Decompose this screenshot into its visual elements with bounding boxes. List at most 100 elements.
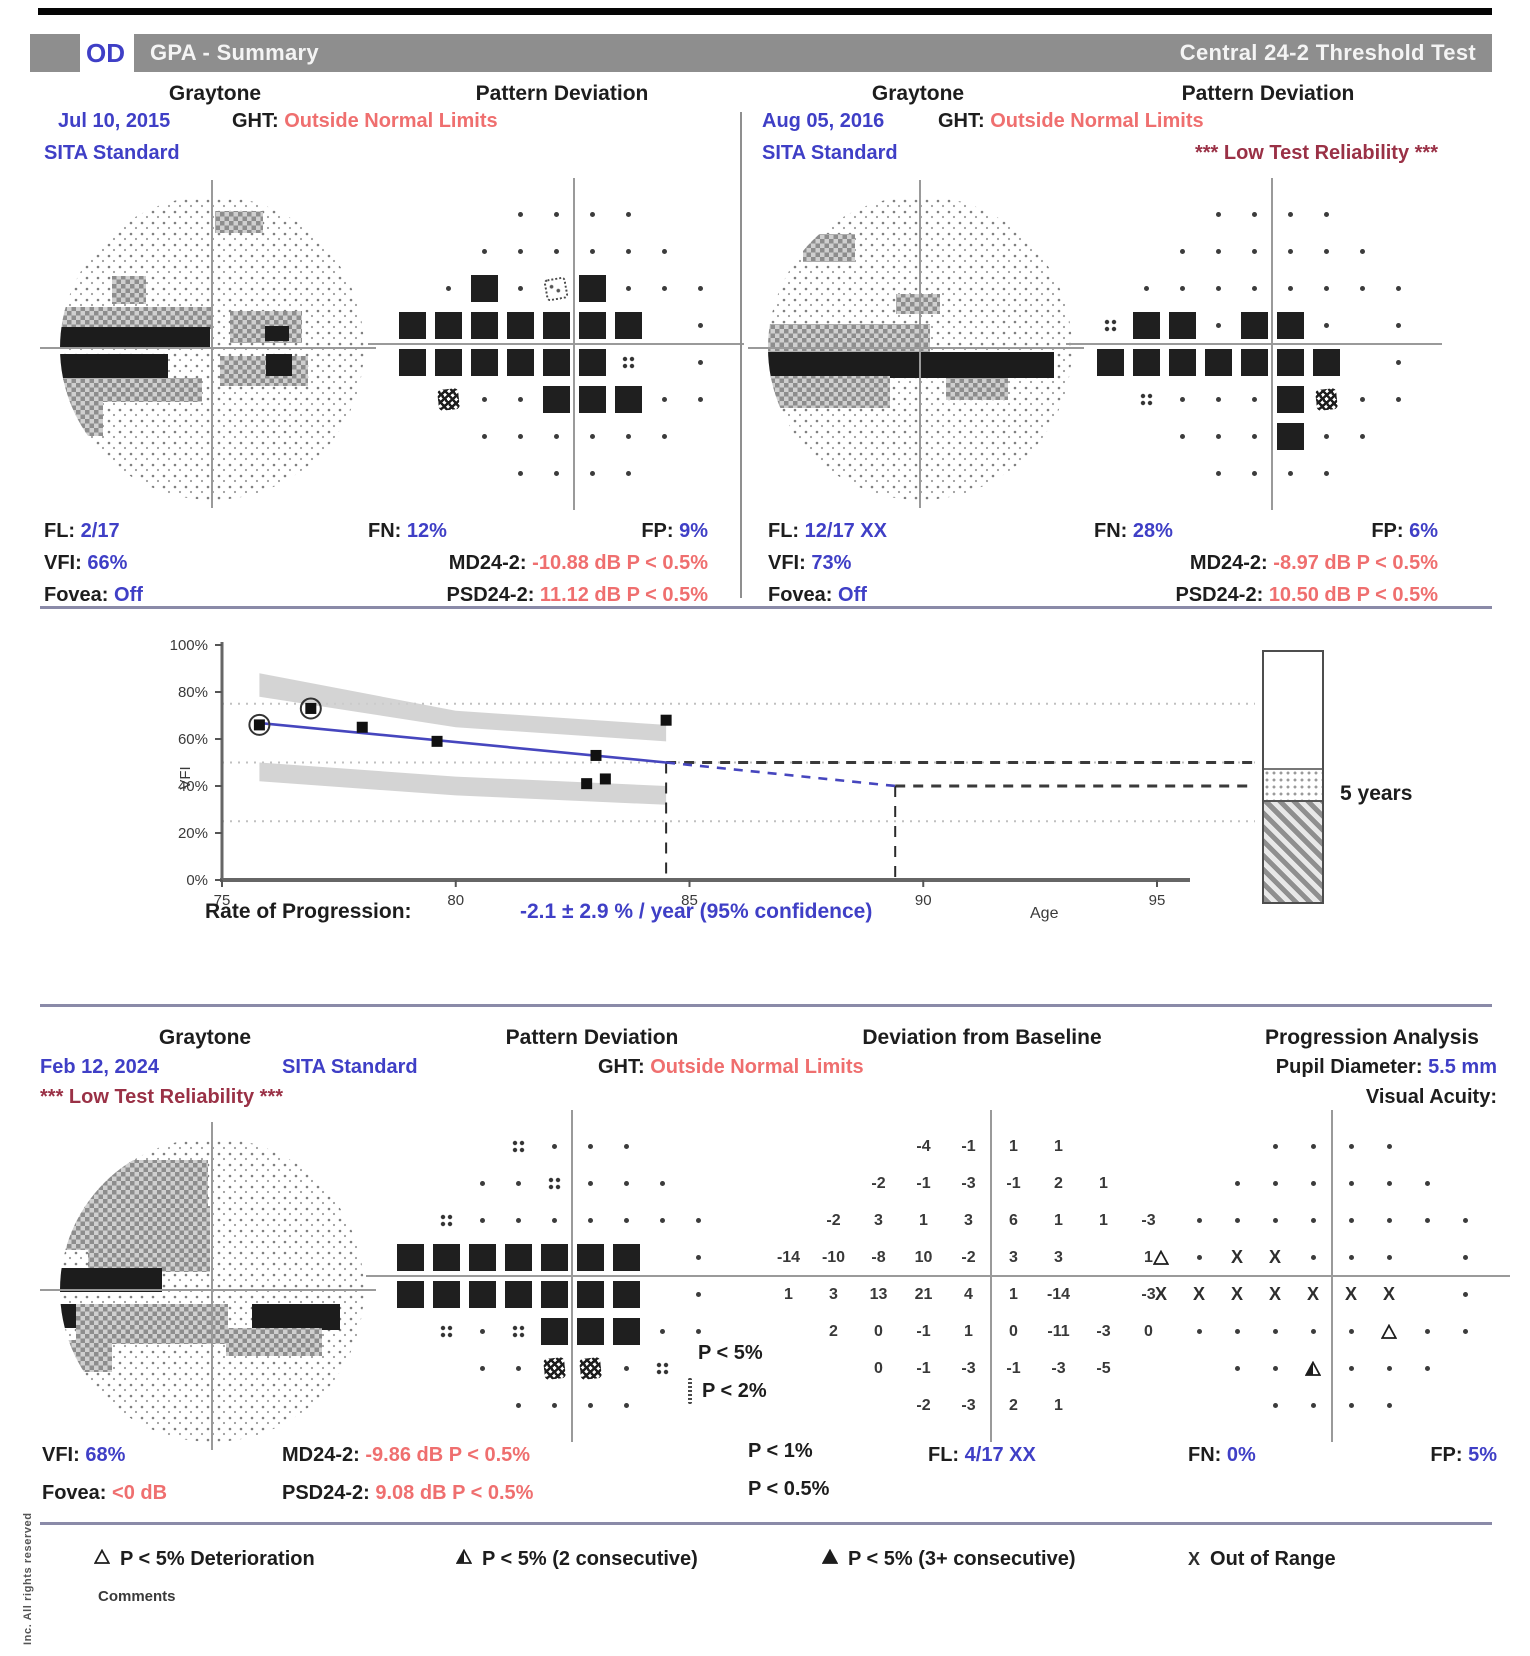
vfi-data-point xyxy=(599,773,611,785)
grid-cell xyxy=(502,307,538,344)
grid-cell xyxy=(1256,1165,1294,1202)
grid-cell xyxy=(464,1313,500,1350)
grid-cell: X xyxy=(1332,1276,1370,1313)
point-dot xyxy=(589,471,595,476)
grid-cell xyxy=(502,233,538,270)
point-dot xyxy=(625,212,631,217)
grid-cell xyxy=(572,1350,608,1387)
grid-cell xyxy=(610,344,646,381)
grid-cell xyxy=(610,381,646,418)
point-dot xyxy=(589,249,595,254)
point-dot xyxy=(517,397,523,402)
point-dot xyxy=(1348,1329,1354,1334)
grid-cell: -2 xyxy=(961,1248,976,1266)
grid-cell xyxy=(1380,344,1416,381)
pattern-deviation-plot-3 xyxy=(366,1110,742,1442)
point-dot xyxy=(697,286,703,291)
grid-cell: -2 xyxy=(871,1174,886,1192)
p-0-5pct-square xyxy=(398,312,426,339)
grid-cell: X xyxy=(1218,1276,1256,1313)
grid-cell: X xyxy=(1142,1276,1180,1313)
grid-cell xyxy=(682,270,718,307)
grid-cell xyxy=(1128,381,1164,418)
grid-cell xyxy=(574,455,610,492)
point-dot xyxy=(587,1181,593,1186)
grid-cell xyxy=(466,381,502,418)
p-0-5pct-square xyxy=(542,312,570,339)
grid-cell xyxy=(1446,1202,1484,1239)
point-dot xyxy=(589,212,595,217)
grid-cell xyxy=(1344,233,1380,270)
grid-cell: -1 xyxy=(1006,1359,1021,1377)
grid-cell: 1 xyxy=(1099,1174,1108,1192)
point-dot xyxy=(551,1403,557,1408)
grid-cell xyxy=(1256,1313,1294,1350)
p-2pct-mark xyxy=(688,1378,692,1404)
point-dot xyxy=(1272,1181,1278,1186)
point-dot xyxy=(1386,1181,1392,1186)
p-0-5pct-square xyxy=(506,312,534,339)
grid-cell xyxy=(1272,344,1308,381)
point-dot xyxy=(697,397,703,402)
point-dot xyxy=(553,434,559,439)
point-dot xyxy=(1424,1218,1430,1223)
grid-cell xyxy=(428,1313,464,1350)
vfi-data-point xyxy=(356,721,368,733)
legend-2-consecutive: P < 5% (2 consecutive) xyxy=(455,1548,698,1571)
p-0-5pct-square xyxy=(396,1244,424,1271)
point-dot xyxy=(1310,1144,1316,1149)
point-dot xyxy=(1462,1218,1468,1223)
grid-cell xyxy=(1092,344,1128,381)
point-dot xyxy=(1424,1181,1430,1186)
point-dot xyxy=(1386,1403,1392,1408)
graytone-plot-3 xyxy=(40,1122,376,1450)
followup-psd: PSD24-2: 9.08 dB P < 0.5% xyxy=(282,1482,534,1504)
grid-cell xyxy=(1200,307,1236,344)
grid-cell xyxy=(1294,1128,1332,1165)
column-header-deviation-baseline: Deviation from Baseline xyxy=(862,1026,1102,1049)
grid-cell xyxy=(572,1165,608,1202)
point-dot xyxy=(1272,1218,1278,1223)
grid-cell: -14 xyxy=(776,1248,801,1266)
grid-cell: -2 xyxy=(916,1396,931,1414)
grid-cell xyxy=(430,381,466,418)
grid-cell: 0 xyxy=(874,1322,883,1340)
point-dot xyxy=(1179,286,1185,291)
followup-vfi: VFI: 68% xyxy=(42,1444,126,1466)
grid-cell xyxy=(536,1202,572,1239)
grid-cell xyxy=(1164,381,1200,418)
test2-psd: PSD24-2: 10.50 dB P < 0.5% xyxy=(1175,584,1438,606)
x-tick-label: 80 xyxy=(447,892,464,909)
point-dot xyxy=(553,249,559,254)
grid-cell xyxy=(1272,307,1308,344)
grid-cell xyxy=(1370,1128,1408,1165)
grid-cell xyxy=(428,1239,464,1276)
point-dot xyxy=(551,1144,557,1149)
point-dot xyxy=(1386,1218,1392,1223)
grid-cell: -10 xyxy=(821,1248,846,1266)
grid-cell: 13 xyxy=(869,1285,888,1303)
point-dot xyxy=(517,471,523,476)
five-year-bar-segment-white xyxy=(1264,652,1322,770)
grid-cell xyxy=(1272,233,1308,270)
p-0-5pct-square xyxy=(540,1281,568,1308)
grid-cell xyxy=(1370,1313,1408,1350)
vfi-trend-chart: 0% 20% 40% 60% 80% 100% 75 80 85 90 95 VFI Age xyxy=(170,637,1255,922)
grid-cell xyxy=(1370,1350,1408,1387)
point-dot xyxy=(517,434,523,439)
point-dot xyxy=(1386,1255,1392,1260)
vfi-data-point xyxy=(431,735,443,747)
grid-cell xyxy=(608,1276,644,1313)
grid-cell xyxy=(500,1165,536,1202)
grid-cell: -3 xyxy=(1141,1285,1156,1303)
point-dot xyxy=(517,212,523,217)
point-dot xyxy=(1462,1329,1468,1334)
p-2pct-mark xyxy=(543,275,569,302)
grid-cell xyxy=(646,381,682,418)
grid-cell xyxy=(502,344,538,381)
confidence-band xyxy=(259,762,667,805)
comments-label: Comments xyxy=(98,1588,176,1605)
grid-cell xyxy=(1308,418,1344,455)
point-dot xyxy=(587,1144,593,1149)
